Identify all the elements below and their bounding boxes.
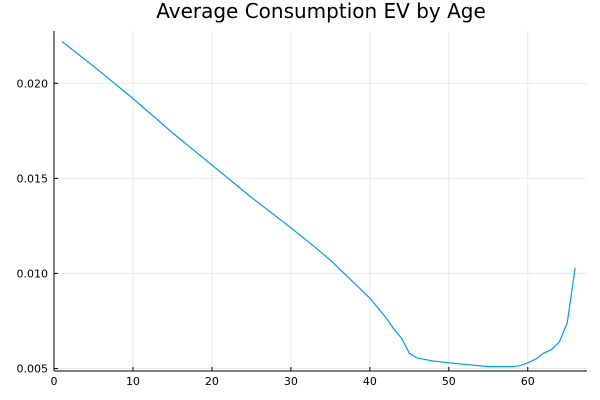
axes-layer: 0 10 20 30 40 50 60 0.005 0.010 0.015 0.020 xyxy=(17,31,587,388)
x-tick-label: 10 xyxy=(126,375,140,388)
x-tick-label: 60 xyxy=(521,375,535,388)
series-layer xyxy=(61,40,576,368)
series-line xyxy=(61,40,576,368)
y-tick-label: 0.005 xyxy=(17,363,49,376)
x-tick-label: 30 xyxy=(284,375,298,388)
x-tick-label: 40 xyxy=(363,375,377,388)
x-tick-label: 0 xyxy=(51,375,58,388)
grid-layer xyxy=(53,31,587,371)
y-tick-label: 0.015 xyxy=(17,172,49,185)
y-tick-label: 0.020 xyxy=(17,77,49,90)
x-tick-label: 20 xyxy=(205,375,219,388)
chart-title: Average Consumption EV by Age xyxy=(156,0,486,23)
y-tick-label: 0.010 xyxy=(17,267,49,280)
x-tick-label: 50 xyxy=(442,375,456,388)
